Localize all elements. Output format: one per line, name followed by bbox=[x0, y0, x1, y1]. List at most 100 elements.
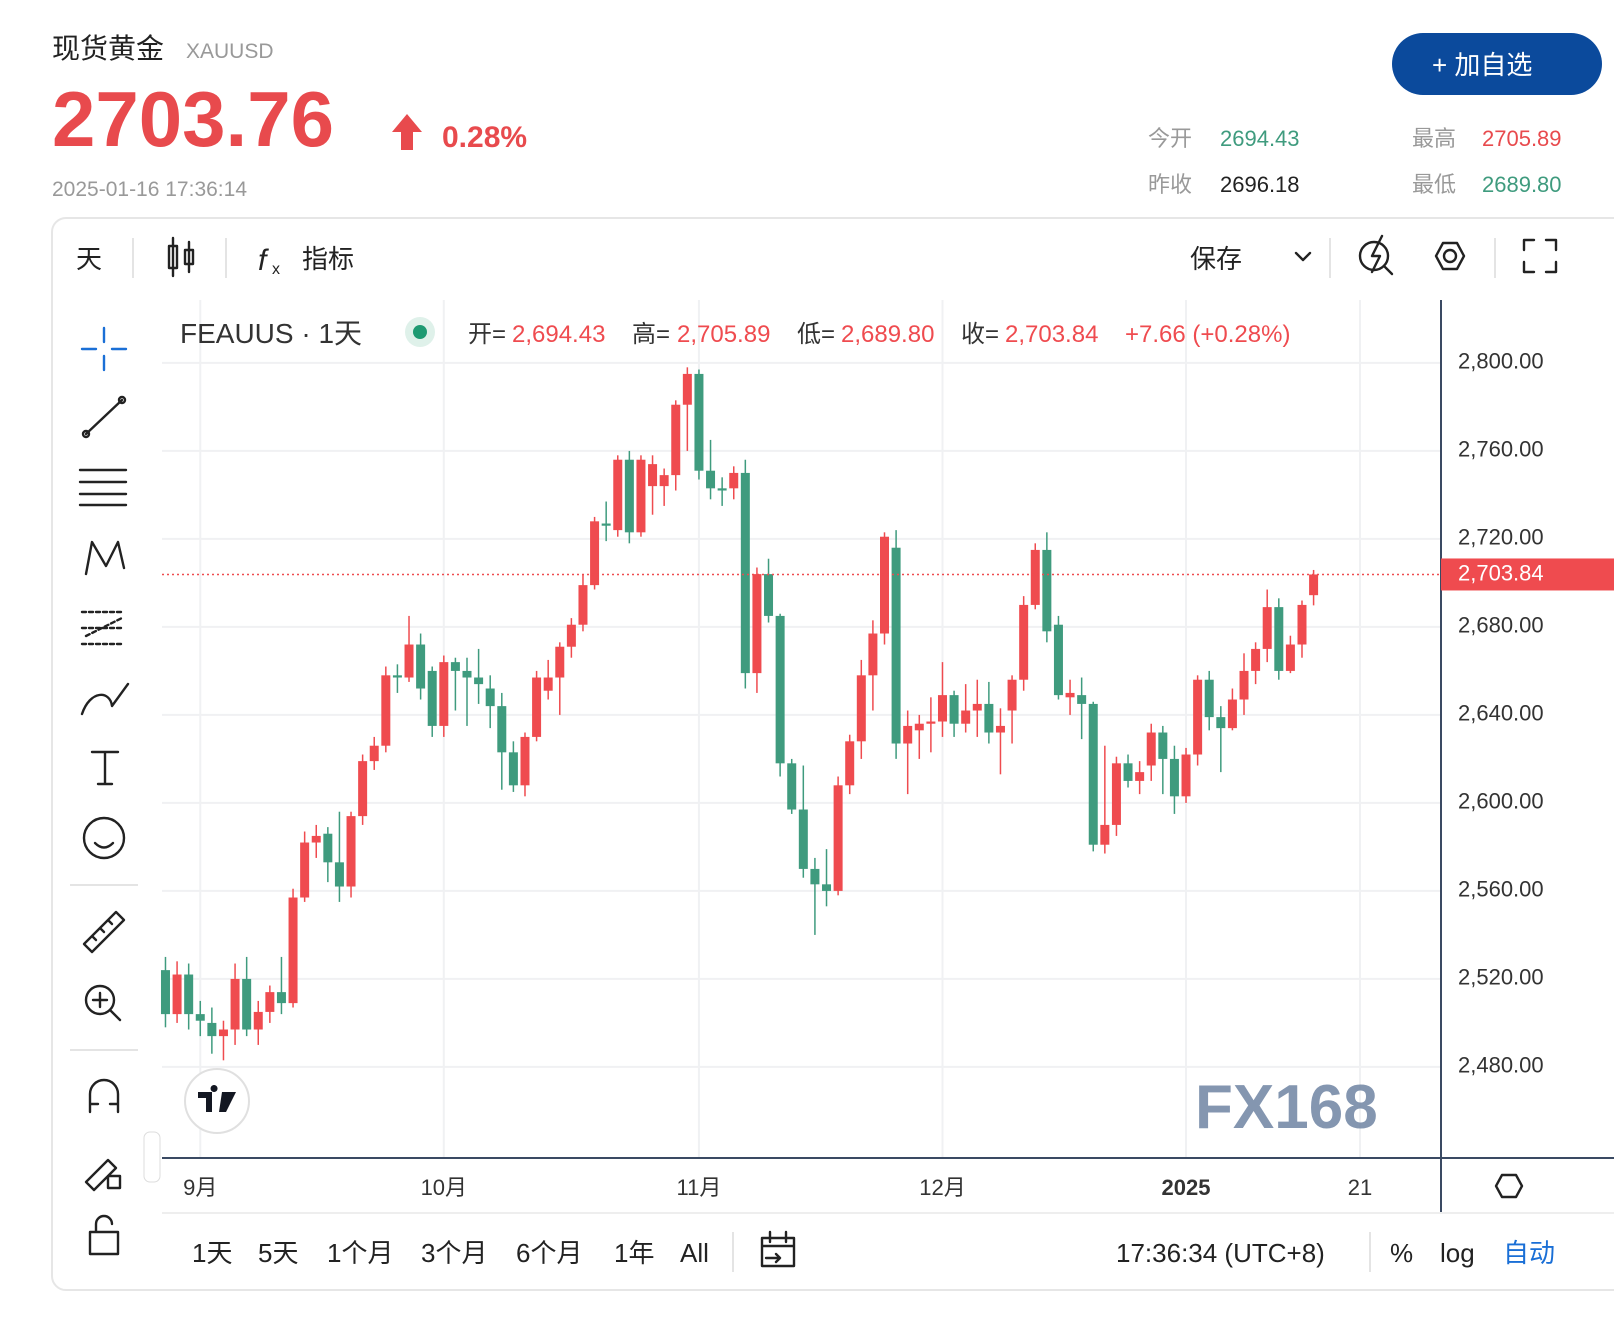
x-tick-label: 2025 bbox=[1162, 1175, 1211, 1200]
candle-body bbox=[1274, 607, 1284, 671]
chart-panel bbox=[51, 217, 1614, 1291]
candle-body bbox=[160, 970, 170, 1015]
candle-body bbox=[578, 585, 588, 625]
stat-value: 2696.18 bbox=[1220, 172, 1300, 197]
candle-body bbox=[729, 472, 739, 489]
candle-body bbox=[300, 842, 310, 898]
tv-logo[interactable] bbox=[184, 1068, 250, 1134]
y-tick-label: 2,480.00 bbox=[1458, 1053, 1544, 1078]
legend-value: 2,705.89 bbox=[677, 321, 770, 348]
candle-body bbox=[358, 761, 368, 817]
fullscreen-icon[interactable] bbox=[1522, 238, 1558, 274]
range-button[interactable]: 1个月 bbox=[327, 1238, 393, 1268]
range-button[interactable]: 3个月 bbox=[421, 1238, 487, 1268]
candle-body bbox=[752, 574, 762, 674]
candle-body bbox=[1193, 679, 1203, 755]
candle-body bbox=[1146, 732, 1156, 766]
candle-body bbox=[508, 752, 518, 786]
range-button[interactable]: 1天 bbox=[192, 1238, 232, 1268]
candle-body bbox=[1227, 699, 1237, 729]
range-button[interactable]: 6个月 bbox=[516, 1238, 582, 1268]
settings-icon[interactable] bbox=[1434, 241, 1466, 271]
candle-body bbox=[416, 644, 426, 689]
range-button[interactable]: 5天 bbox=[258, 1238, 298, 1268]
candle-body bbox=[334, 862, 344, 887]
up-arrow bbox=[392, 114, 422, 150]
candle-body bbox=[1007, 679, 1017, 711]
legend-value: 2,689.80 bbox=[841, 321, 934, 348]
x-tick-label: 9月 bbox=[183, 1175, 217, 1200]
timestamp: 2025-01-16 17:36:14 bbox=[52, 178, 247, 201]
candle-body bbox=[1262, 607, 1272, 649]
fx-icon-sub[interactable]: x bbox=[272, 261, 280, 278]
candle-body bbox=[276, 992, 286, 1004]
candle-body bbox=[346, 816, 356, 887]
candle-body bbox=[926, 721, 936, 724]
candle-body bbox=[520, 736, 530, 786]
collapse-handle[interactable] bbox=[143, 1131, 161, 1183]
tv-logo-mark bbox=[198, 1085, 236, 1112]
candle-body bbox=[1285, 644, 1295, 671]
axis-settings-icon[interactable] bbox=[1494, 1173, 1524, 1199]
candle-body bbox=[810, 868, 820, 885]
candle-body bbox=[961, 710, 971, 724]
candle-body bbox=[764, 574, 774, 616]
auto-toggle[interactable]: 自动 bbox=[1503, 1238, 1555, 1268]
x-tick-label: 12月 bbox=[919, 1175, 965, 1200]
candle-body bbox=[1030, 549, 1040, 605]
candle-body bbox=[833, 785, 843, 891]
time: 17:36:34 (UTC+8) bbox=[1116, 1238, 1325, 1268]
candle-body bbox=[671, 404, 681, 476]
candle-type-icon[interactable] bbox=[167, 236, 195, 278]
legend-value: 2,703.84 bbox=[1005, 321, 1098, 348]
change-pct: 0.28% bbox=[442, 121, 527, 154]
candle-body bbox=[1297, 604, 1307, 645]
add-watchlist-button[interactable] bbox=[1392, 33, 1602, 95]
dropdown-chevron[interactable] bbox=[1294, 251, 1312, 262]
legend-value: 2,694.43 bbox=[512, 321, 605, 348]
candle-body bbox=[543, 677, 553, 691]
fx-icon[interactable]: f bbox=[258, 244, 269, 277]
range-button[interactable]: All bbox=[680, 1238, 709, 1268]
candle-body bbox=[995, 725, 1005, 733]
candle-body bbox=[462, 670, 472, 678]
last-price-label: 2,703.84 bbox=[1458, 560, 1544, 585]
add-watchlist-label[interactable]: + 加自选 bbox=[1432, 50, 1532, 80]
alert-icon[interactable] bbox=[1358, 234, 1394, 276]
ohlc-legend: 开= 2,694.43 高= 2,705.89 低= 2,689.80 收= 2… bbox=[468, 321, 1290, 348]
candle-body bbox=[566, 624, 576, 647]
legend-label: 开= bbox=[468, 321, 506, 348]
goto-date-icon[interactable] bbox=[760, 1230, 796, 1268]
range-button[interactable]: 1年 bbox=[614, 1238, 654, 1268]
price: 2703.76 bbox=[52, 75, 334, 163]
legend-label: 低= bbox=[797, 321, 835, 348]
candle-body bbox=[218, 1029, 228, 1037]
interval[interactable]: 天 bbox=[76, 244, 102, 274]
candle-body bbox=[1216, 717, 1226, 729]
y-tick-label: 2,800.00 bbox=[1458, 349, 1544, 374]
save[interactable]: 保存 bbox=[1190, 244, 1242, 274]
candle-body bbox=[1111, 763, 1121, 825]
candle-body bbox=[775, 615, 785, 764]
candle-body bbox=[381, 675, 391, 746]
candle-body bbox=[474, 677, 484, 685]
title: 现货黄金 bbox=[52, 33, 164, 64]
candle-body bbox=[740, 472, 750, 674]
range-bar: 1天 5天 1个月 3个月 6个月 1年 All 17:36:34 (UTC+8… bbox=[192, 1238, 1555, 1268]
candle-body bbox=[1158, 732, 1168, 759]
drawing-tools[interactable] bbox=[78, 326, 130, 1256]
y-tick-label: 2,640.00 bbox=[1458, 701, 1544, 726]
percent-toggle[interactable]: % bbox=[1390, 1238, 1413, 1268]
candle-body bbox=[624, 459, 634, 533]
candle-body bbox=[648, 464, 658, 487]
candle-body bbox=[439, 662, 449, 726]
stat-label: 今开 bbox=[1148, 126, 1192, 151]
log-toggle[interactable]: log bbox=[1440, 1238, 1475, 1268]
candle-body bbox=[311, 835, 321, 843]
legend-symbol: FEAUUS · 1天 bbox=[180, 318, 362, 349]
candle-body bbox=[845, 741, 855, 786]
candle-body bbox=[1169, 758, 1179, 797]
indicators[interactable]: 指标 bbox=[302, 244, 354, 274]
candle-body bbox=[636, 459, 646, 533]
